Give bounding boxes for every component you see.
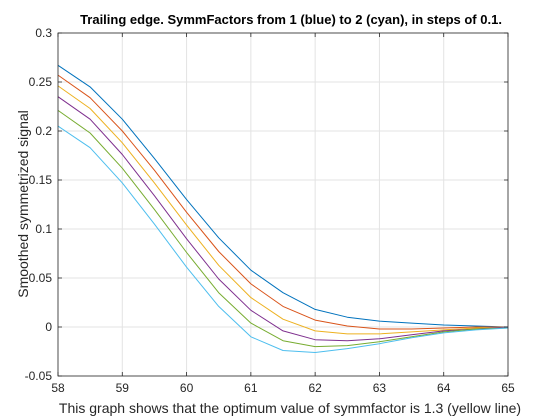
- series-line-3: [57, 85, 509, 335]
- x-tick-label: 62: [308, 381, 322, 395]
- series-line-1: [57, 64, 509, 328]
- series-line-2: [57, 74, 508, 330]
- y-tick-label: 0.15: [29, 173, 53, 187]
- y-tick-label: 0: [45, 320, 52, 334]
- x-tick-label: 64: [437, 381, 451, 395]
- x-tick-label: 58: [51, 381, 65, 395]
- y-tick-label: 0.1: [35, 222, 52, 236]
- y-tick-label: 0.3: [35, 26, 52, 40]
- x-tick-label: 61: [244, 381, 258, 395]
- series-line-5: [57, 109, 509, 348]
- x-tick-label: 63: [373, 381, 387, 395]
- y-axis-label: Smoothed symmetrized signal: [15, 110, 31, 298]
- tick-marks: [57, 32, 509, 377]
- series-line-4: [57, 96, 509, 342]
- x-axis-label: This graph shows that the optimum value …: [59, 400, 521, 416]
- axes-box: [57, 32, 509, 377]
- x-tick-label: 60: [180, 381, 194, 395]
- y-tick-labels: -0.05 0 0.05 0.1 0.15 0.2 0.25 0.3: [25, 26, 53, 383]
- series-line-6: [57, 125, 509, 353]
- y-tick-label: 0.05: [29, 271, 53, 285]
- y-tick-label: 0.25: [29, 75, 53, 89]
- x-tick-labels: 58 59 60 61 62 63 64 65: [51, 381, 515, 395]
- chart-title: Trailing edge. SymmFactors from 1 (blue)…: [80, 12, 502, 27]
- series-lines: [57, 64, 509, 353]
- y-tick-label: -0.05: [25, 369, 53, 383]
- x-tick-label: 59: [116, 381, 130, 395]
- x-tick-label: 65: [501, 381, 515, 395]
- y-tick-label: 0.2: [35, 124, 52, 138]
